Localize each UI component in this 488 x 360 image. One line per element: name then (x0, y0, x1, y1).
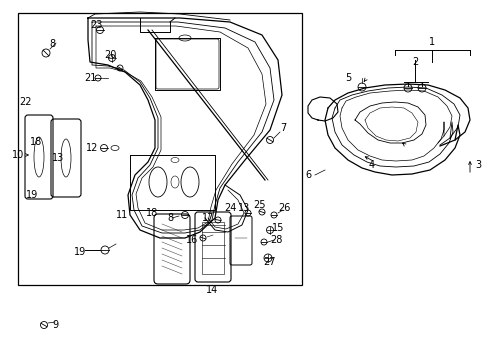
Text: 5: 5 (344, 73, 350, 83)
Text: 21: 21 (83, 73, 96, 83)
Text: 23: 23 (90, 20, 102, 30)
Text: 17: 17 (202, 213, 214, 223)
Bar (18, 13, 302, 285)
Text: 19: 19 (26, 190, 38, 200)
Text: 24: 24 (224, 203, 236, 213)
Text: 18: 18 (145, 208, 158, 218)
Text: 28: 28 (269, 235, 282, 245)
Text: 26: 26 (277, 203, 289, 213)
Text: 19: 19 (74, 247, 86, 257)
Text: 18: 18 (30, 137, 42, 147)
Text: 8: 8 (49, 39, 55, 49)
Text: 27: 27 (263, 257, 276, 267)
Bar (202, 222, 224, 274)
Text: 6: 6 (305, 170, 310, 180)
Text: 1: 1 (428, 37, 434, 47)
Text: 20: 20 (103, 50, 116, 60)
Text: 2: 2 (411, 57, 417, 67)
Text: 11: 11 (116, 210, 128, 220)
Text: 4: 4 (368, 160, 374, 170)
Text: 3: 3 (474, 160, 480, 170)
Text: 15: 15 (271, 223, 284, 233)
Text: 8: 8 (166, 213, 173, 223)
Text: 12: 12 (85, 143, 98, 153)
Text: 13: 13 (52, 153, 64, 163)
Text: 7: 7 (279, 123, 285, 133)
Text: 16: 16 (185, 235, 198, 245)
Text: 13: 13 (237, 203, 250, 213)
Text: 10: 10 (12, 150, 24, 160)
Text: 9: 9 (52, 320, 58, 330)
Text: 14: 14 (205, 285, 218, 295)
Text: 25: 25 (253, 200, 265, 210)
Text: 22: 22 (19, 97, 31, 107)
